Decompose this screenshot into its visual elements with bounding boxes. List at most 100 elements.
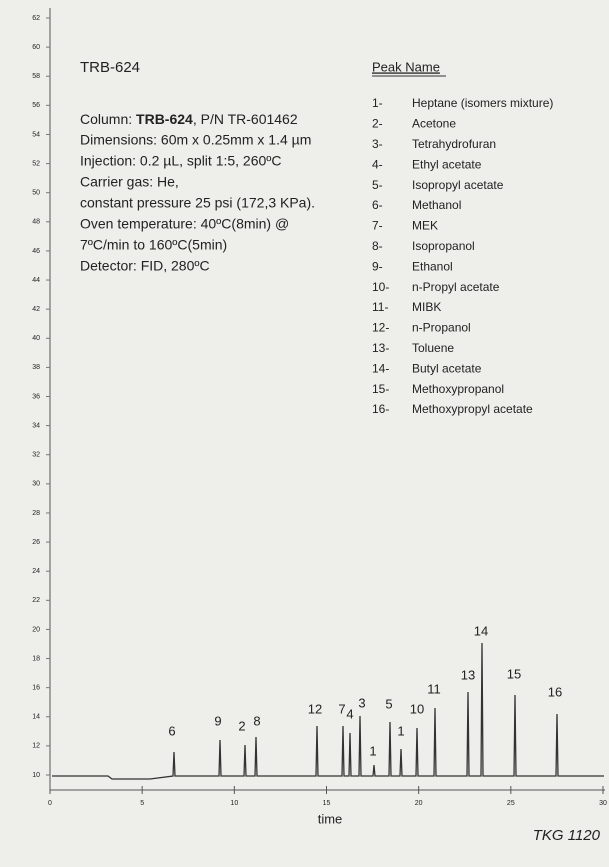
peak-number: 16- (372, 402, 389, 416)
title: TRB-624 (80, 59, 140, 76)
y-tick-label: 24 (32, 568, 40, 575)
peak-label: 6 (168, 723, 175, 738)
peak-number: 15- (372, 382, 389, 396)
peak-name: Ethyl acetate (412, 157, 482, 171)
y-tick-label: 38 (32, 364, 40, 371)
peak-label: 9 (214, 713, 221, 728)
peak-number: 11- (372, 300, 388, 314)
peak-number: 12- (372, 321, 389, 335)
y-tick-label: 60 (32, 44, 40, 51)
peak-number: 7- (372, 219, 383, 233)
method-line: Injection: 0.2 µL, split 1:5, 260ºC (80, 153, 282, 169)
x-label: time (318, 811, 343, 826)
x-tick-label: 5 (140, 800, 144, 807)
y-tick-label: 32 (32, 452, 40, 459)
peak-number: 2- (372, 117, 383, 131)
column-name: TRB-624 (136, 111, 193, 127)
y-tick-label: 36 (32, 393, 40, 400)
part-number: , P/N TR-601462 (193, 111, 298, 127)
method-line: Detector: FID, 280ºC (80, 258, 210, 274)
y-tick-label: 62 (32, 15, 40, 22)
x-tick-label: 0 (48, 800, 52, 807)
peak-number: 6- (372, 198, 383, 212)
peak-number: 14- (372, 361, 389, 375)
peak-label: 1 (397, 723, 404, 738)
y-tick-label: 42 (32, 306, 40, 313)
y-tick-label: 58 (32, 73, 40, 80)
peak-number: 8- (372, 239, 383, 253)
y-tick-label: 26 (32, 539, 40, 546)
y-tick-label: 30 (32, 481, 40, 488)
method-line: Column: TRB-624, P/N TR-601462 (80, 111, 298, 127)
peak-label: 15 (507, 666, 521, 681)
peak-label: 14 (474, 623, 488, 638)
y-tick-label: 56 (32, 102, 40, 109)
peak-number: 3- (372, 137, 383, 151)
peak-name: n-Propyl acetate (412, 280, 500, 294)
y-tick-label: 40 (32, 335, 40, 342)
peak-name: Heptane (isomers mixture) (412, 96, 553, 110)
method-line: Oven temperature: 40ºC(8min) @ (80, 216, 289, 232)
y-tick-label: 34 (32, 422, 40, 429)
peak-name: Tetrahydrofuran (412, 137, 496, 151)
peak-number: 5- (372, 178, 383, 192)
peak-name: MEK (412, 219, 438, 233)
y-tick-label: 12 (32, 743, 40, 750)
y-tick-label: 50 (32, 190, 40, 197)
peak-label: 1 (369, 743, 376, 758)
peak-label: 2 (238, 718, 245, 733)
peak-label: 13 (461, 667, 475, 682)
peak-number: 9- (372, 259, 383, 273)
peak-label: 3 (358, 695, 365, 710)
peak-name: Methoxypropyl acetate (412, 402, 533, 416)
peak-name: Ethanol (412, 259, 453, 273)
peak-number: 1- (372, 96, 383, 110)
y-tick-label: 46 (32, 248, 40, 255)
peak-name: Acetone (412, 117, 456, 131)
peak-name: Butyl acetate (412, 361, 482, 375)
peak-label: 5 (385, 696, 392, 711)
peak-number: 10- (372, 280, 389, 294)
footer-code: TKG 1120 (533, 827, 601, 844)
method-line: 7ºC/min to 160ºC(5min) (80, 237, 227, 253)
y-tick-label: 10 (32, 772, 40, 779)
y-tick-label: 52 (32, 160, 40, 167)
peak-label: 4 (346, 706, 353, 721)
peak-label: 10 (410, 701, 424, 716)
method-line: Carrier gas: He, (80, 174, 179, 190)
method-line: Dimensions: 60m x 0.25mm x 1.4 µm (80, 132, 311, 148)
peak-label: 8 (253, 713, 260, 728)
peak-name: MIBK (412, 300, 441, 314)
peak-heading: Peak Name (372, 59, 440, 74)
y-tick-label: 16 (32, 684, 40, 691)
x-tick-label: 15 (323, 800, 331, 807)
y-tick-label: 48 (32, 219, 40, 226)
peak-label: 12 (308, 701, 322, 716)
y-tick-label: 54 (32, 131, 40, 138)
peak-name: Isopropanol (412, 239, 475, 253)
trace (52, 642, 604, 780)
peak-name: Isopropyl acetate (412, 178, 504, 192)
peak-label: 16 (548, 684, 562, 699)
label: Column: (80, 111, 132, 127)
x-tick-label: 10 (230, 800, 238, 807)
y-tick-label: 18 (32, 655, 40, 662)
peak-name: Methoxypropanol (412, 382, 504, 396)
peak-name: n-Propanol (412, 321, 471, 335)
x-tick-label: 25 (507, 800, 515, 807)
x-tick-label: 30 (599, 800, 607, 807)
y-tick-label: 44 (32, 277, 40, 284)
peak-number: 4- (372, 157, 383, 171)
method-line: constant pressure 25 psi (172,3 KPa). (80, 195, 315, 211)
y-tick-label: 28 (32, 510, 40, 517)
peak-label: 7 (338, 701, 345, 716)
peak-name: Toluene (412, 341, 454, 355)
peak-label: 11 (427, 681, 441, 696)
x-tick-label: 20 (415, 800, 423, 807)
y-tick-label: 22 (32, 597, 40, 604)
y-tick-label: 20 (32, 626, 40, 633)
peak-number: 13- (372, 341, 389, 355)
peak-name: Methanol (412, 198, 461, 212)
